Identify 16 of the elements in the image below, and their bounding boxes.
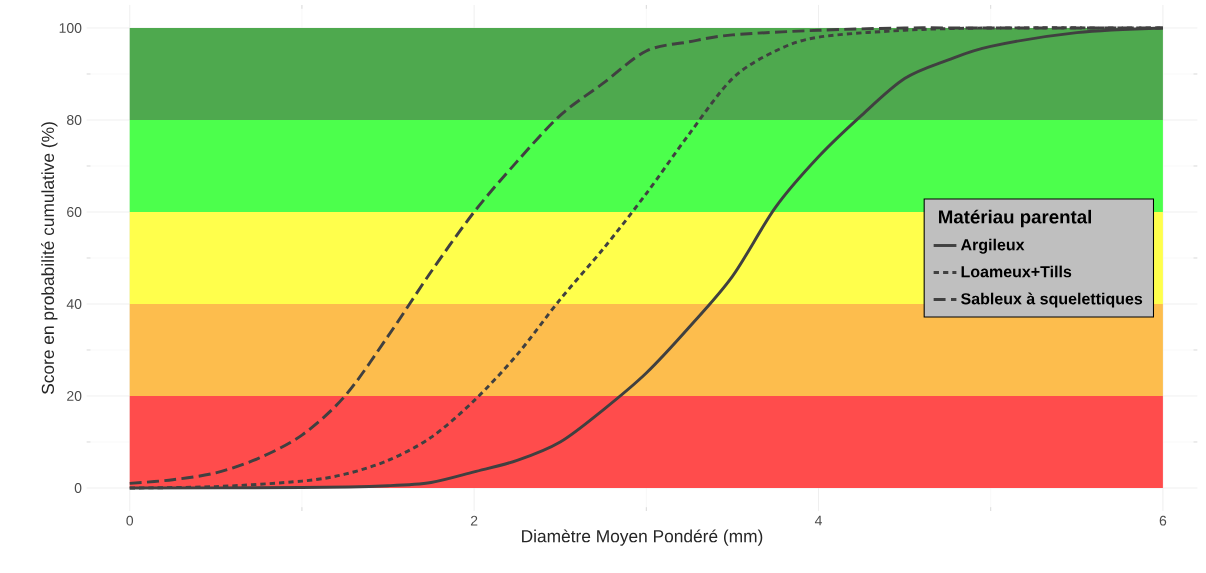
y-tick-label: 60	[67, 207, 82, 217]
x-tick-label: 2	[470, 515, 478, 526]
x-tick-label: 6	[1159, 515, 1167, 526]
legend-label: Sableux à squelettiques	[961, 292, 1143, 308]
legend-label: Argileux	[960, 238, 1025, 254]
y-tick-label: 40	[66, 299, 82, 309]
legend-label: Loameux+Tills	[961, 265, 1072, 278]
y-tick-label: 0	[74, 483, 82, 493]
legend-title: Matériau parental	[939, 209, 1091, 228]
y-tick-label: 80	[67, 115, 82, 125]
x-tick-label: 4	[814, 515, 822, 526]
y-tick-label: 20	[67, 391, 82, 401]
x-axis-title: Diamètre Moyen Pondéré (mm)	[522, 529, 763, 546]
y-tick-label: 100	[59, 23, 82, 33]
y-axis-title: Score en probabilité cumulative (%)	[41, 122, 58, 394]
x-tick-label: 0	[126, 515, 134, 526]
